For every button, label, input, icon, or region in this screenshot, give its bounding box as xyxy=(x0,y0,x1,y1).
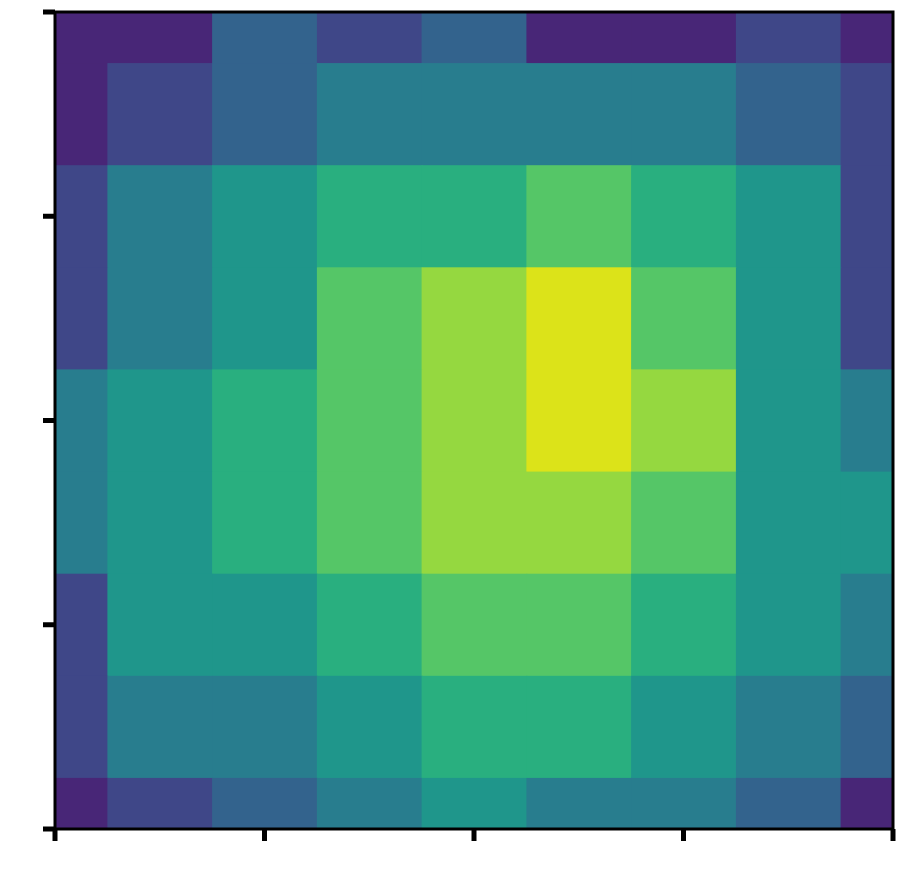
contour-cell xyxy=(316,777,423,829)
contour-cell xyxy=(631,573,737,677)
contour-cell xyxy=(421,63,528,167)
contour-cell xyxy=(526,675,633,779)
contour-cell xyxy=(55,63,109,167)
contour-cell xyxy=(212,675,318,779)
contour-cell xyxy=(735,471,842,575)
contour-cell xyxy=(107,573,214,677)
contour-cell xyxy=(212,471,318,575)
contour-cell xyxy=(840,63,893,167)
contour-cell xyxy=(316,675,423,779)
contour-cell xyxy=(421,165,528,269)
x-axis-ticks xyxy=(52,829,896,841)
contour-cell xyxy=(107,63,214,167)
contour-cell xyxy=(212,369,318,473)
contour-cell xyxy=(840,777,893,829)
contour-cell xyxy=(840,471,893,575)
contour-cell xyxy=(55,675,109,779)
contour-cell xyxy=(107,675,214,779)
contour-cell xyxy=(107,777,214,829)
contour-cell xyxy=(55,12,109,64)
contour-cell xyxy=(735,777,842,829)
contour-cell xyxy=(526,573,633,677)
contour-cell xyxy=(421,267,528,371)
contour-cell xyxy=(631,267,737,371)
contour-cell xyxy=(735,12,842,64)
contour-cell xyxy=(631,675,737,779)
contour-cell xyxy=(212,63,318,167)
contour-cell xyxy=(840,675,893,779)
contour-cell xyxy=(421,12,528,64)
contour-cell xyxy=(631,12,737,64)
contour-cell xyxy=(631,63,737,167)
contour-cell xyxy=(316,369,423,473)
contour-cell xyxy=(316,267,423,371)
y-axis-ticks xyxy=(43,9,55,832)
contour-cell xyxy=(735,573,842,677)
contour-cell xyxy=(107,471,214,575)
contour-cell xyxy=(55,573,109,677)
contour-cell xyxy=(526,165,633,269)
contour-cell xyxy=(526,369,633,473)
contour-cell xyxy=(526,267,633,371)
contour-cell xyxy=(107,267,214,371)
contour-cell xyxy=(526,777,633,829)
contour-cell xyxy=(735,369,842,473)
contour-cell xyxy=(526,471,633,575)
contour-cell xyxy=(840,267,893,371)
contour-cell xyxy=(631,369,737,473)
contour-cell xyxy=(316,165,423,269)
contour-cell xyxy=(421,675,528,779)
contour-cell xyxy=(631,471,737,575)
contour-cell xyxy=(212,573,318,677)
contour-cell xyxy=(421,573,528,677)
contour-cell xyxy=(840,369,893,473)
contour-cell xyxy=(735,165,842,269)
contour-cell xyxy=(55,165,109,269)
contour-cell xyxy=(840,12,893,64)
contour-cell xyxy=(55,471,109,575)
contour-cell xyxy=(840,573,893,677)
contour-cell xyxy=(55,777,109,829)
contour-cell xyxy=(212,165,318,269)
contour-cell xyxy=(107,12,214,64)
contour-cell xyxy=(212,12,318,64)
contour-cell xyxy=(421,471,528,575)
contour-cell xyxy=(631,165,737,269)
contour-cell xyxy=(212,267,318,371)
contour-cell xyxy=(107,369,214,473)
contour-cell xyxy=(107,165,214,269)
contour-cell xyxy=(735,267,842,371)
contour-cell xyxy=(212,777,318,829)
contour-cell xyxy=(55,267,109,371)
contour-cell xyxy=(526,12,633,64)
contour-cell xyxy=(316,573,423,677)
contour-cell xyxy=(421,777,528,829)
contour-cell xyxy=(316,471,423,575)
contour-fill-layer xyxy=(55,12,893,829)
contour-cell xyxy=(631,777,737,829)
contour-cell xyxy=(421,369,528,473)
contour-cell xyxy=(735,675,842,779)
contour-cell xyxy=(840,165,893,269)
contour-cell xyxy=(316,63,423,167)
contour-cell xyxy=(526,63,633,167)
contour-cell xyxy=(735,63,842,167)
contour-cell xyxy=(316,12,423,64)
contour-cell xyxy=(55,369,109,473)
